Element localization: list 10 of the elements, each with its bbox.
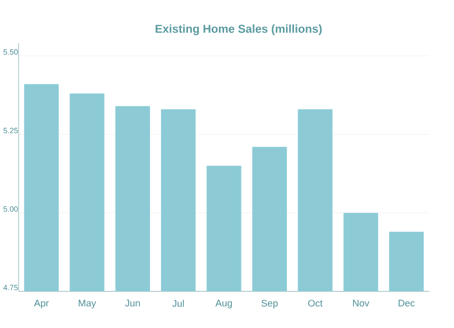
x-tick-label: May xyxy=(78,300,96,308)
x-tick-label: Apr xyxy=(34,300,49,308)
x-tick-label: Sep xyxy=(261,300,278,309)
x-tick-label: Dec xyxy=(398,300,415,307)
x-tick-label: Oct xyxy=(308,300,323,307)
x-tick-label: Nov xyxy=(353,300,370,307)
chart-title: Existing Home Sales (millions) xyxy=(156,24,322,36)
x-tick-label: Aug xyxy=(215,300,232,308)
x-tick-label: Jul xyxy=(172,300,184,307)
x-tick-label: Jun xyxy=(125,300,140,307)
